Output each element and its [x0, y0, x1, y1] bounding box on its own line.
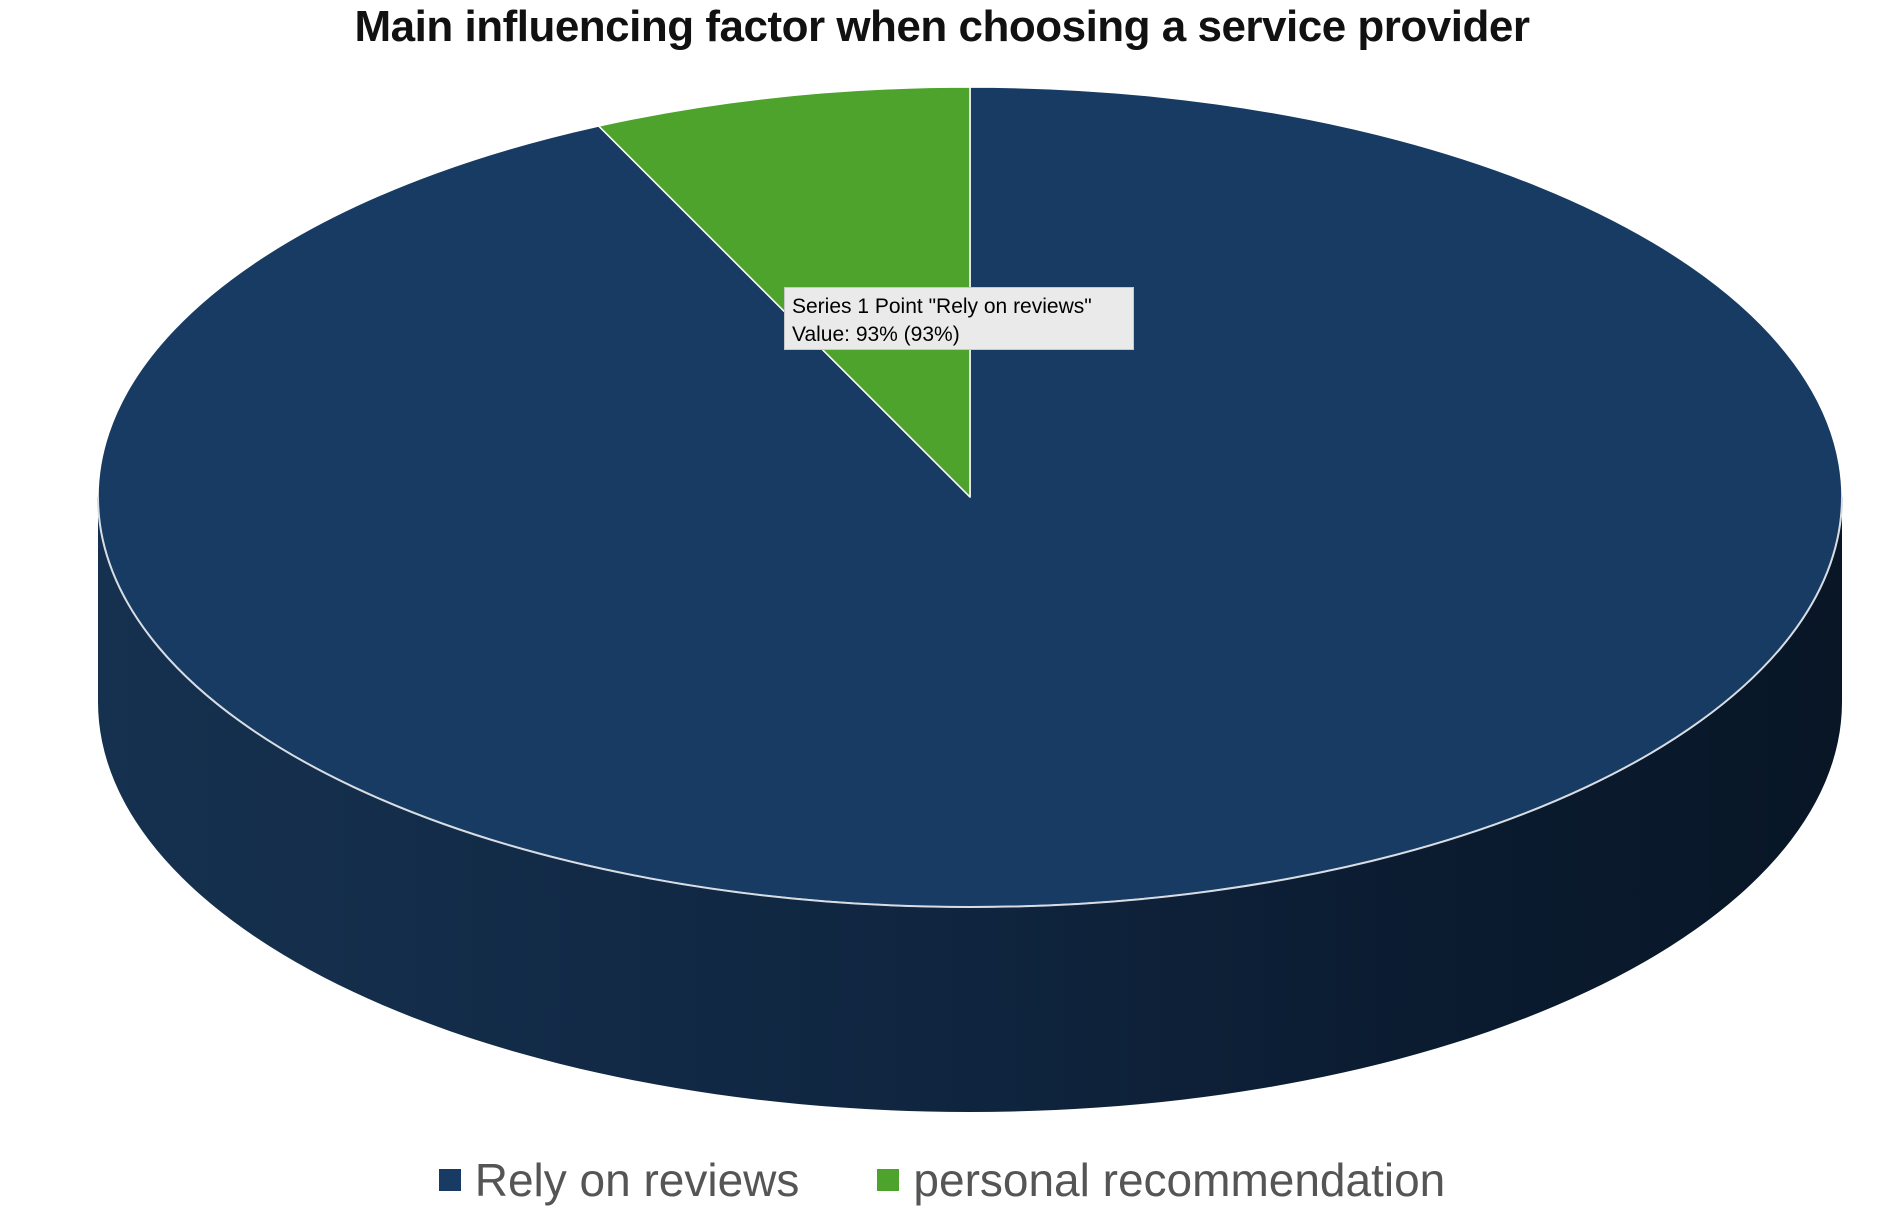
- legend-item-rely-on-reviews[interactable]: Rely on reviews: [438, 1152, 800, 1208]
- pie-top-rim: [97, 496, 1843, 908]
- chart-legend: Rely on reviews personal recommendation: [0, 1152, 1884, 1208]
- pie-side-layer: [98, 497, 1842, 1112]
- tooltip-line-point: Series 1 Point "Rely on reviews": [792, 295, 1092, 318]
- legend-swatch-personal-recommendation: [877, 1169, 900, 1191]
- pie-side-wall: [98, 497, 1842, 1112]
- value-tooltip: Series 1 Point "Rely on reviews" Value: …: [784, 287, 1134, 350]
- chart-title: Main influencing factor when choosing a …: [354, 2, 1530, 51]
- legend-item-personal-recommendation[interactable]: personal recommendation: [877, 1152, 1445, 1208]
- legend-label-personal-recommendation: personal recommendation: [913, 1154, 1446, 1206]
- pie-top-layer: [97, 86, 1843, 908]
- tooltip-line-value: Value: 93% (93%): [792, 323, 960, 346]
- legend-swatch-rely-on-reviews: [438, 1169, 461, 1191]
- legend-label-rely-on-reviews: Rely on reviews: [474, 1154, 800, 1206]
